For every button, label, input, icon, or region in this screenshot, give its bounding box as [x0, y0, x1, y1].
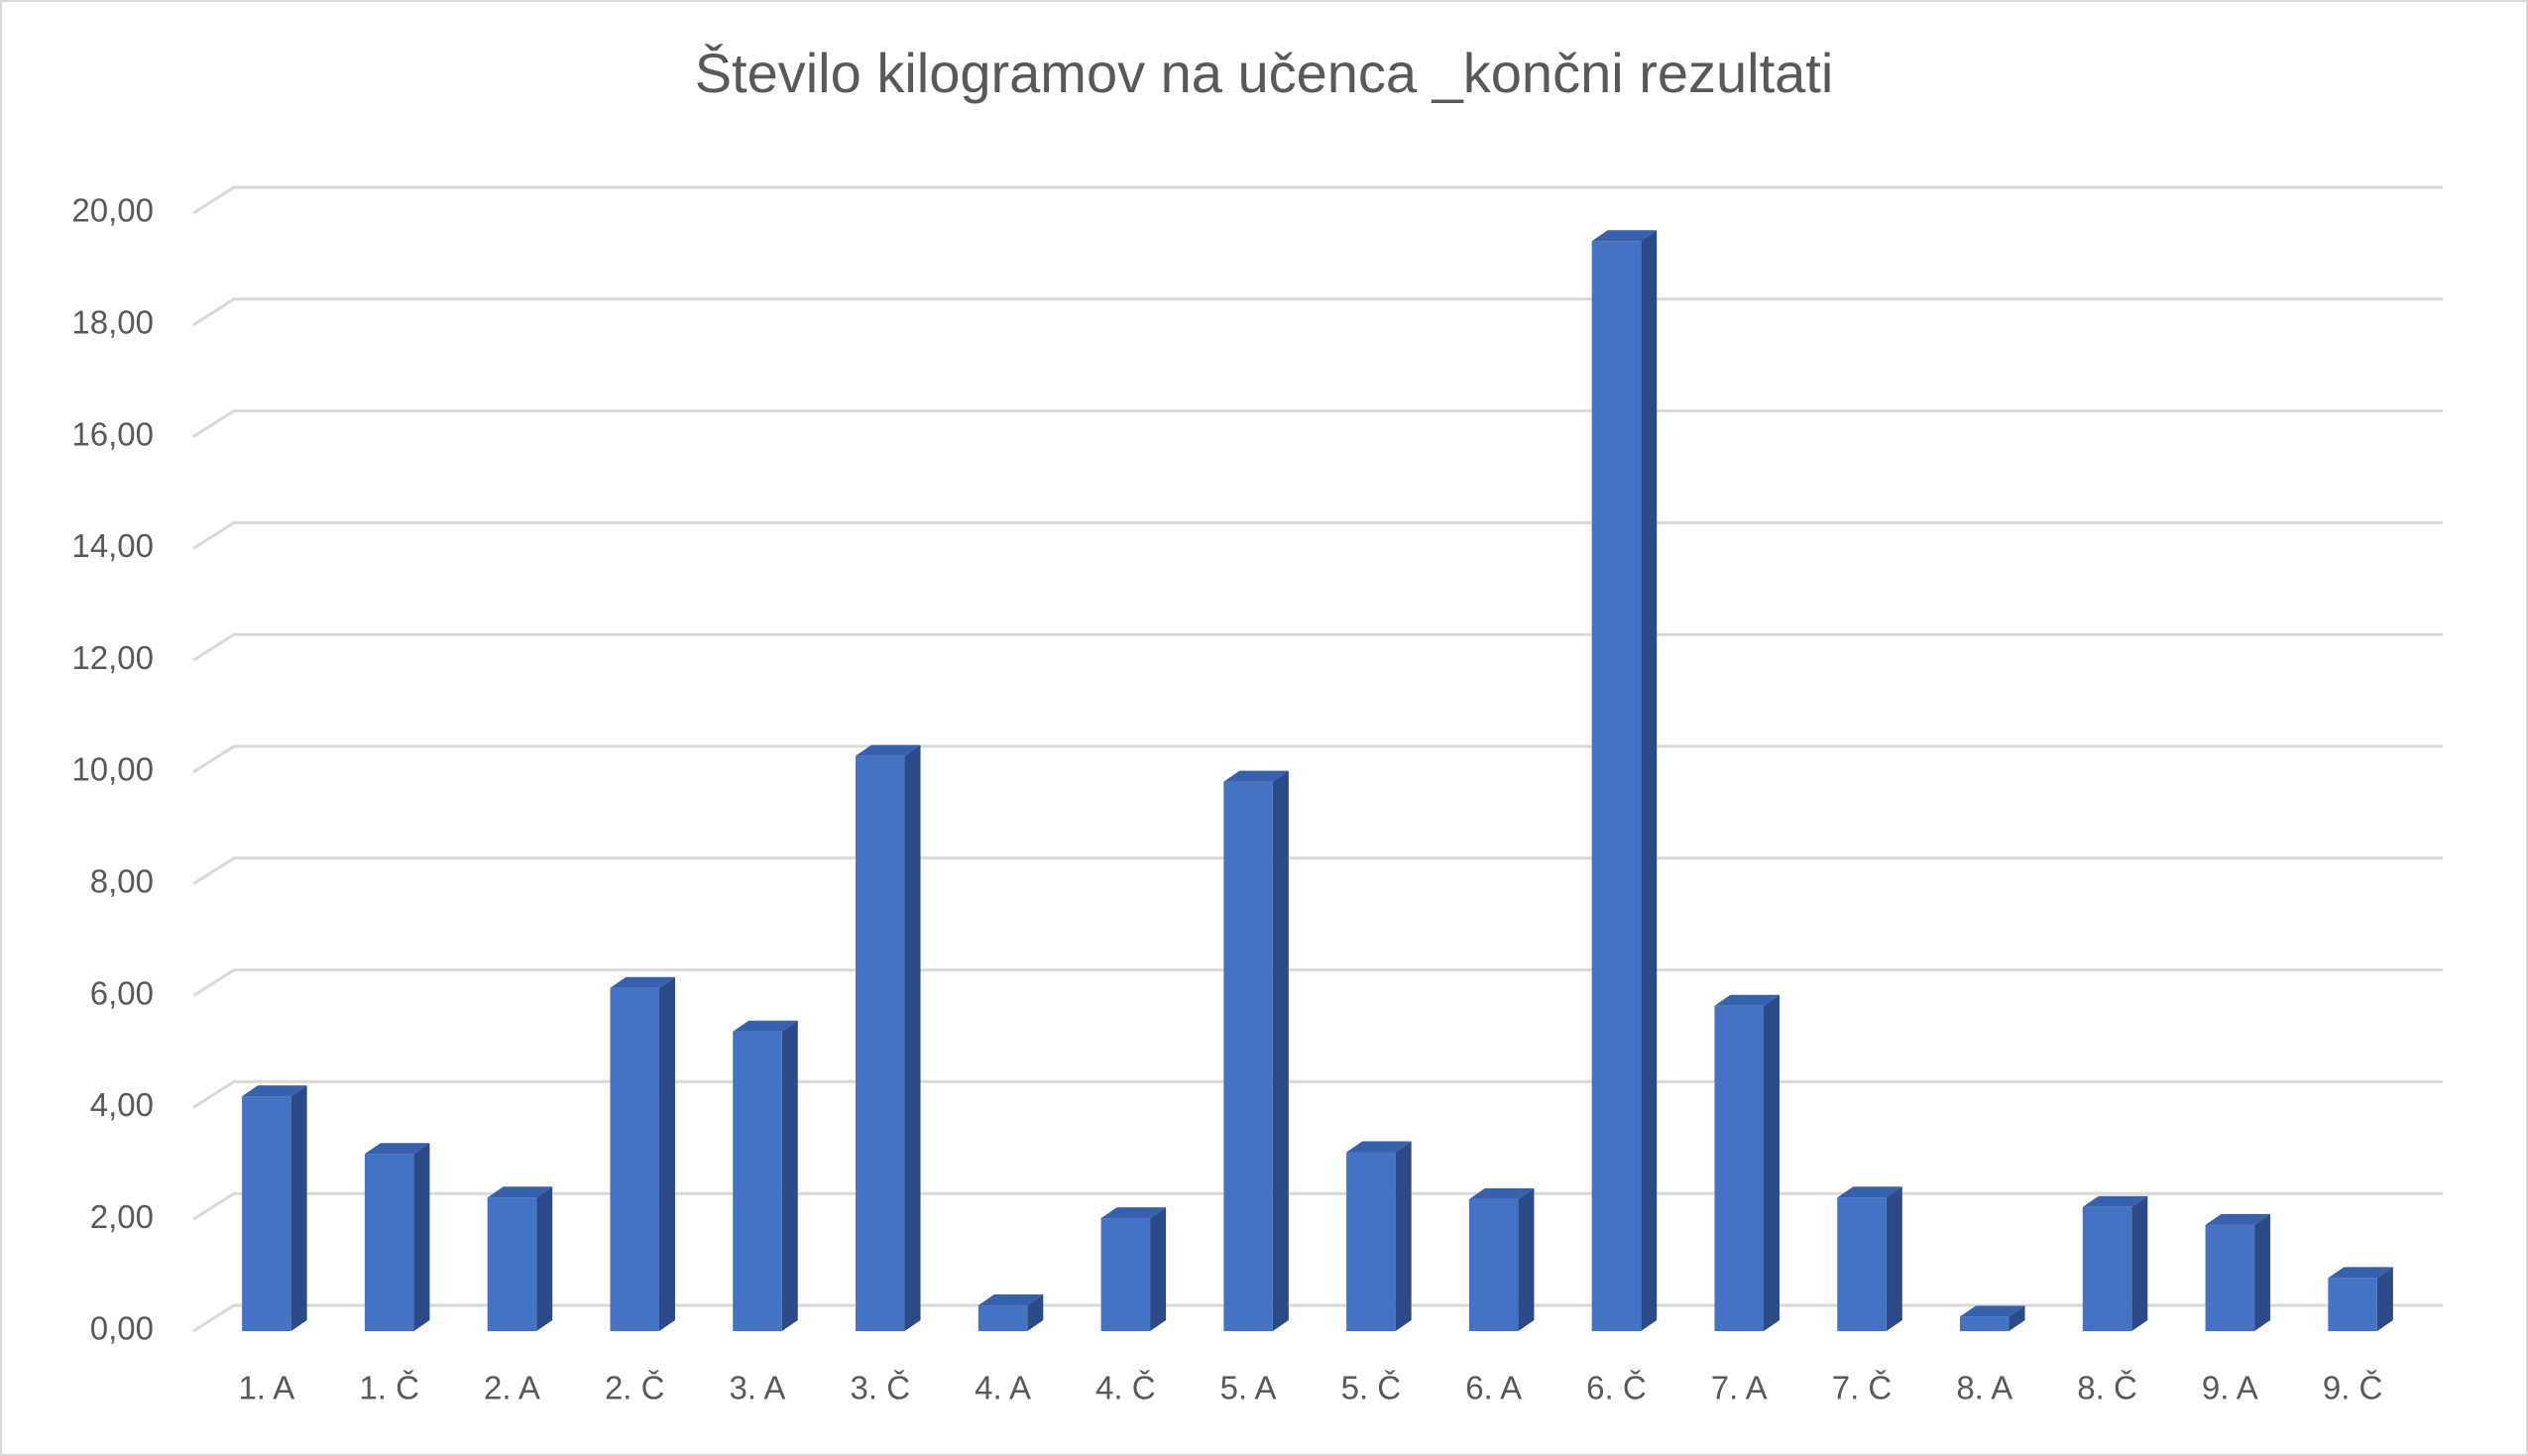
bar	[733, 1031, 782, 1331]
bar-side	[781, 1020, 798, 1331]
x-tick-label: 6. A	[1465, 1370, 1522, 1406]
y-tick-label: 18,00	[71, 304, 154, 341]
bar-side	[1641, 230, 1658, 1332]
bar-top	[1223, 770, 1289, 782]
bar-side	[536, 1186, 553, 1331]
x-tick-label: 6. Č	[1586, 1370, 1647, 1406]
x-tick-label: 5. A	[1220, 1370, 1277, 1406]
x-tick-label: 9. A	[2202, 1370, 2258, 1406]
bar-top	[1960, 1305, 2025, 1317]
bar	[1714, 1005, 1764, 1331]
bar-top	[242, 1085, 307, 1097]
grid-line	[192, 856, 2443, 886]
y-tick-label: 10,00	[71, 751, 154, 788]
bar-top	[1346, 1141, 1412, 1153]
bar	[1100, 1218, 1151, 1331]
x-tick-label: 8. Č	[2077, 1370, 2137, 1406]
y-tick-label: 0,00	[90, 1310, 154, 1347]
grid-line	[192, 744, 2443, 774]
bar-side	[2009, 1305, 2025, 1331]
bar-side	[2254, 1213, 2271, 1331]
grid-line	[192, 297, 2443, 327]
x-tick-label: 1. Č	[359, 1370, 419, 1406]
bar-top	[610, 976, 675, 988]
grid-line	[192, 409, 2443, 438]
bar-top	[733, 1020, 798, 1032]
bar-side	[658, 976, 675, 1331]
bar	[856, 755, 905, 1331]
bar-side	[1027, 1294, 1044, 1331]
bar	[1591, 241, 1642, 1332]
x-tick-label: 3. A	[730, 1370, 786, 1406]
bar	[610, 987, 659, 1331]
chart-title: Število kilogramov na učenca _končni rez…	[695, 42, 1834, 104]
bar	[1837, 1197, 1887, 1331]
grid-line	[192, 632, 2443, 662]
grid-line	[192, 968, 2443, 997]
bar-side	[1886, 1186, 1902, 1331]
bar-top	[487, 1186, 553, 1198]
bar-top	[1591, 230, 1658, 242]
bar-side	[1150, 1207, 1167, 1331]
x-tick-label: 2. Č	[605, 1370, 665, 1406]
x-tick-label: 8. A	[1956, 1370, 2012, 1406]
x-tick-label: 5. Č	[1341, 1370, 1402, 1406]
bar-side	[1395, 1141, 1412, 1331]
bar	[2328, 1278, 2377, 1331]
bar-side	[1518, 1187, 1535, 1331]
bar	[1223, 781, 1273, 1331]
bar-top	[2082, 1195, 2148, 1207]
bar	[977, 1305, 1028, 1331]
bar-top	[364, 1143, 430, 1155]
x-tick-label: 4. A	[975, 1370, 1031, 1406]
bar-top	[1468, 1187, 1535, 1199]
bar-side	[290, 1085, 307, 1331]
bar-top	[1100, 1207, 1167, 1219]
y-tick-label: 8,00	[90, 863, 154, 900]
bar-side	[1763, 994, 1780, 1331]
bar-top	[856, 744, 921, 756]
bar	[1346, 1152, 1396, 1331]
x-tick-label: 7. Č	[1832, 1370, 1893, 1406]
bar-top	[2205, 1213, 2271, 1225]
bar	[487, 1197, 537, 1331]
bar	[364, 1154, 414, 1331]
bar	[2082, 1206, 2132, 1331]
y-tick-label: 12,00	[71, 639, 154, 676]
x-tick-label: 2. A	[484, 1370, 540, 1406]
x-tick-label: 3. Č	[851, 1370, 911, 1406]
bar-top	[1714, 994, 1780, 1006]
y-tick-label: 4,00	[90, 1086, 154, 1123]
bar-top	[2328, 1267, 2393, 1279]
bar-top	[1837, 1186, 1902, 1198]
bar-side	[2376, 1267, 2393, 1331]
y-tick-label: 6,00	[90, 974, 154, 1011]
bar-side	[413, 1143, 430, 1331]
bar	[1468, 1198, 1519, 1331]
bar-side	[2131, 1195, 2148, 1331]
grid-line	[192, 1191, 2443, 1221]
y-tick-label: 2,00	[90, 1198, 154, 1235]
bar-side	[904, 744, 921, 1331]
bar-top	[977, 1294, 1044, 1306]
grid-line	[192, 185, 2443, 215]
y-tick-label: 16,00	[71, 415, 154, 452]
x-tick-label: 9. Č	[2323, 1370, 2383, 1406]
grid-line	[192, 520, 2443, 550]
x-tick-label: 4. Č	[1095, 1370, 1156, 1406]
y-tick-label: 20,00	[71, 192, 154, 229]
grid-line	[192, 1303, 2443, 1333]
bar	[242, 1096, 291, 1331]
x-tick-label: 1. A	[238, 1370, 294, 1406]
bar	[1960, 1316, 2010, 1331]
grid-line	[192, 1079, 2443, 1109]
y-tick-label: 14,00	[71, 527, 154, 564]
bar-side	[1272, 770, 1289, 1331]
bar	[2205, 1224, 2255, 1331]
x-tick-label: 7. A	[1711, 1370, 1768, 1406]
